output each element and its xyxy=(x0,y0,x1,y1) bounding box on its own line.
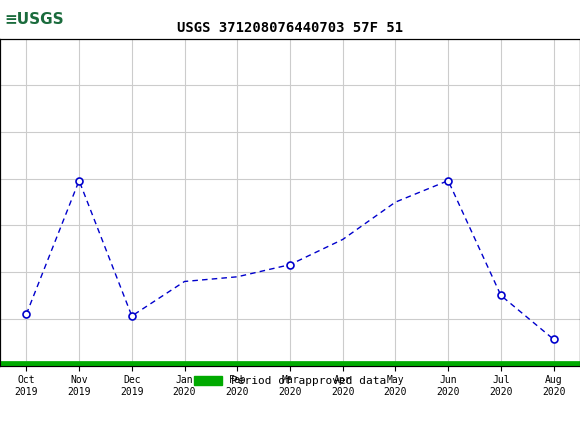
Title: USGS 371208076440703 57F 51: USGS 371208076440703 57F 51 xyxy=(177,21,403,35)
FancyBboxPatch shape xyxy=(3,3,78,36)
Text: ≡USGS: ≡USGS xyxy=(5,12,64,27)
Legend: Period of approved data: Period of approved data xyxy=(190,371,390,391)
